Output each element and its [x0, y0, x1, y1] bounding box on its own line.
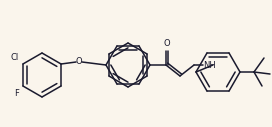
Text: Cl: Cl: [11, 53, 19, 62]
Text: F: F: [14, 89, 19, 98]
Text: NH: NH: [203, 60, 215, 69]
Text: O: O: [164, 39, 170, 49]
Text: O: O: [76, 58, 82, 67]
